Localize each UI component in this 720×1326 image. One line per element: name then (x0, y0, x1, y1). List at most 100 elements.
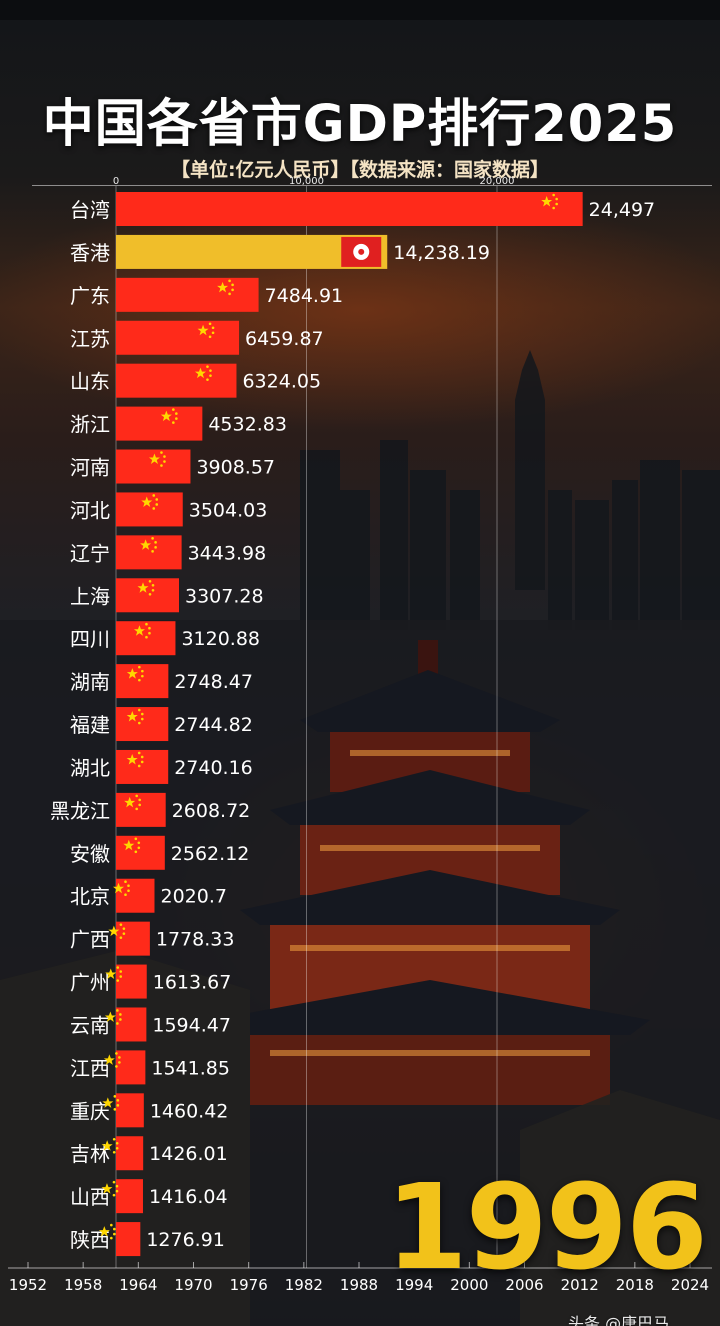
cn-flag-small-star-icon (122, 927, 126, 930)
bar (116, 1093, 144, 1128)
value-label: 2748.47 (174, 671, 253, 693)
cn-flag-small-star-icon (112, 1137, 116, 1141)
cn-flag-small-star-icon (155, 503, 159, 506)
cn-flag-small-star-icon (140, 712, 144, 716)
bar (116, 449, 191, 484)
cn-flag-small-star-icon (116, 966, 120, 969)
value-label: 7484.91 (265, 285, 344, 307)
cn-flag-small-star-icon (137, 721, 141, 725)
cn-flag-small-star-icon (115, 1184, 119, 1188)
timeline-year-label: 1970 (174, 1276, 212, 1294)
cn-flag-small-star-icon (172, 408, 175, 411)
cn-flag-small-star-icon (175, 412, 178, 415)
value-label: 1460.42 (150, 1100, 229, 1122)
cn-flag-star-icon (105, 968, 117, 980)
cn-flag-small-star-icon (206, 378, 209, 381)
cn-flag-small-star-icon (116, 1009, 119, 1012)
category-label: 江西 (70, 1056, 110, 1080)
pagoda-silhouette (210, 640, 650, 1105)
timeline-year-label: 2024 (671, 1276, 709, 1294)
cn-flag-small-star-icon (154, 546, 157, 549)
cn-flag-small-star-icon (552, 206, 555, 210)
timeline-year-label: 1982 (285, 1276, 323, 1294)
cn-flag-small-star-icon (119, 936, 123, 939)
cn-flag-star-icon (541, 196, 553, 207)
value-label: 2020.7 (160, 886, 226, 908)
cn-flag-small-star-icon (209, 374, 212, 377)
category-label: 台湾 (70, 198, 110, 222)
category-label: 河北 (70, 498, 110, 522)
cn-flag-small-star-icon (148, 592, 152, 596)
cn-flag-small-star-icon (119, 1013, 122, 1016)
chart-frame: 中国各省市GDP排行2025 【单位:亿元人民币】【数据来源：国家数据】 0 10… (0, 20, 720, 1326)
cn-flag-small-star-icon (124, 880, 127, 884)
cn-flag-star-icon (141, 496, 153, 507)
timeline-axis: 1952 1958 1964 1970 1976 1982 1988 1994 2000 2006… (8, 1262, 712, 1294)
cn-flag-small-star-icon (145, 635, 148, 639)
cn-flag-small-star-icon (113, 1232, 116, 1236)
bar (116, 707, 169, 742)
value-label: 1778.33 (156, 929, 235, 951)
cn-flag-small-star-icon (208, 322, 212, 326)
cn-flag-star-icon (160, 410, 172, 422)
cn-flag-star-icon (137, 582, 149, 593)
cn-flag-small-star-icon (152, 507, 156, 510)
cn-flag-small-star-icon (140, 717, 144, 721)
cn-flag-star-icon (112, 882, 124, 894)
category-label: 山西 (70, 1185, 110, 1209)
bar (116, 749, 169, 784)
cn-flag-star-icon (126, 711, 138, 722)
cn-flag-star-icon (197, 324, 209, 336)
hk-flag-emblem-center (358, 248, 365, 255)
cn-flag-star-icon (98, 1226, 110, 1237)
timeline-year-label: 1988 (340, 1276, 378, 1294)
value-label: 2744.82 (174, 714, 253, 736)
value-label: 2740.16 (174, 757, 253, 779)
cn-flag-small-star-icon (127, 884, 130, 888)
category-label: 广州 (70, 971, 110, 995)
cn-flag-small-star-icon (555, 197, 558, 201)
timeline-year-label: 1952 (9, 1276, 47, 1294)
cn-flag-small-star-icon (140, 755, 144, 759)
bar (116, 363, 237, 398)
category-label: 湖南 (70, 670, 110, 694)
cn-flag-small-star-icon (135, 794, 138, 798)
cn-flag-small-star-icon (155, 498, 159, 501)
value-label: 3443.98 (188, 542, 267, 564)
cn-flag-small-star-icon (118, 1056, 121, 1059)
cn-flag-small-star-icon (134, 850, 138, 854)
category-label: 香港 (70, 241, 110, 265)
cn-flag-small-star-icon (137, 708, 141, 712)
cn-flag-small-star-icon (124, 893, 127, 897)
timeline-year-label: 2006 (505, 1276, 543, 1294)
cn-flag-small-star-icon (115, 1141, 119, 1145)
cn-flag-small-star-icon (112, 1150, 116, 1154)
cn-flag-small-star-icon (138, 665, 141, 669)
value-label: 1276.91 (146, 1229, 225, 1251)
cn-flag-small-star-icon (211, 326, 215, 330)
cn-flag-star-icon (124, 796, 136, 808)
grid-layer: 0 10,000 20,000 (113, 176, 515, 1268)
cn-flag-small-star-icon (119, 1018, 122, 1021)
cn-flag-star-icon (104, 1011, 116, 1022)
cn-flag-small-star-icon (172, 421, 175, 424)
timeline-year-label: 2018 (616, 1276, 654, 1294)
bar (116, 835, 165, 870)
bar (116, 964, 147, 999)
category-label: 安徽 (70, 842, 110, 866)
category-label: 湖北 (70, 756, 110, 780)
value-label: 1613.67 (153, 972, 232, 994)
timeline-year-label: 1958 (64, 1276, 102, 1294)
bar (116, 1222, 141, 1257)
cn-flag-star-icon (101, 1183, 113, 1194)
bar (116, 792, 166, 827)
category-label: 北京 (70, 885, 110, 909)
bar (116, 878, 155, 913)
category-label: 吉林 (70, 1142, 110, 1166)
cn-flag-small-star-icon (115, 1052, 118, 1055)
category-label: 广东 (70, 284, 110, 308)
cn-flag-small-star-icon (116, 979, 120, 982)
cn-flag-small-star-icon (552, 193, 555, 197)
category-label: 上海 (70, 584, 110, 608)
cn-flag-small-star-icon (118, 1061, 121, 1064)
